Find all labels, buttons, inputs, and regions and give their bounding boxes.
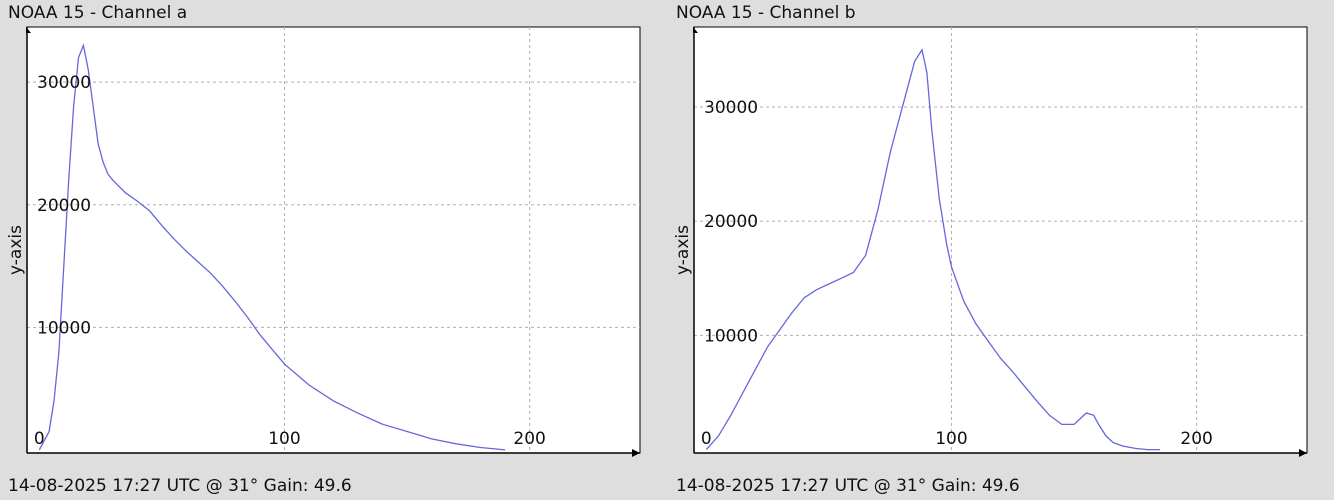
panel-b-title: NOAA 15 - Channel b bbox=[676, 3, 856, 23]
y-tick-label-b-30000: 30000 bbox=[704, 98, 758, 118]
series-line-a bbox=[38, 43, 506, 451]
series-line-b bbox=[705, 48, 1160, 451]
x-tick-label-a-200: 200 bbox=[513, 429, 545, 449]
y-axis-label-b: y-axis bbox=[673, 225, 693, 275]
y-axis-arrow-b bbox=[693, 27, 698, 33]
x-tick-label-b-200: 200 bbox=[1180, 429, 1212, 449]
plot-area-a bbox=[26, 26, 641, 454]
plot-area-b bbox=[693, 26, 1308, 454]
panel-a-title: NOAA 15 - Channel a bbox=[8, 3, 188, 23]
x-tick-label-b-0: 0 bbox=[701, 429, 712, 449]
y-axis-arrow-a bbox=[26, 27, 31, 33]
x-tick-label-a-100: 100 bbox=[268, 429, 300, 449]
x-tick-label-a-0: 0 bbox=[34, 429, 45, 449]
x-axis-arrow-a bbox=[632, 449, 640, 457]
x-axis-arrow-b bbox=[1299, 449, 1307, 457]
y-tick-label-b-20000: 20000 bbox=[704, 212, 758, 232]
y-tick-label-a-30000: 30000 bbox=[37, 73, 91, 93]
x-tick-label-b-100: 100 bbox=[935, 429, 967, 449]
y-tick-label-a-10000: 10000 bbox=[37, 318, 91, 338]
y-axis-label-a: y-axis bbox=[6, 225, 26, 275]
panel-b-footer: 14-08-2025 17:27 UTC @ 31° Gain: 49.6 bbox=[676, 476, 1020, 496]
panel-a-footer: 14-08-2025 17:27 UTC @ 31° Gain: 49.6 bbox=[8, 476, 352, 496]
y-tick-label-a-20000: 20000 bbox=[37, 196, 91, 216]
y-tick-label-b-10000: 10000 bbox=[704, 326, 758, 346]
